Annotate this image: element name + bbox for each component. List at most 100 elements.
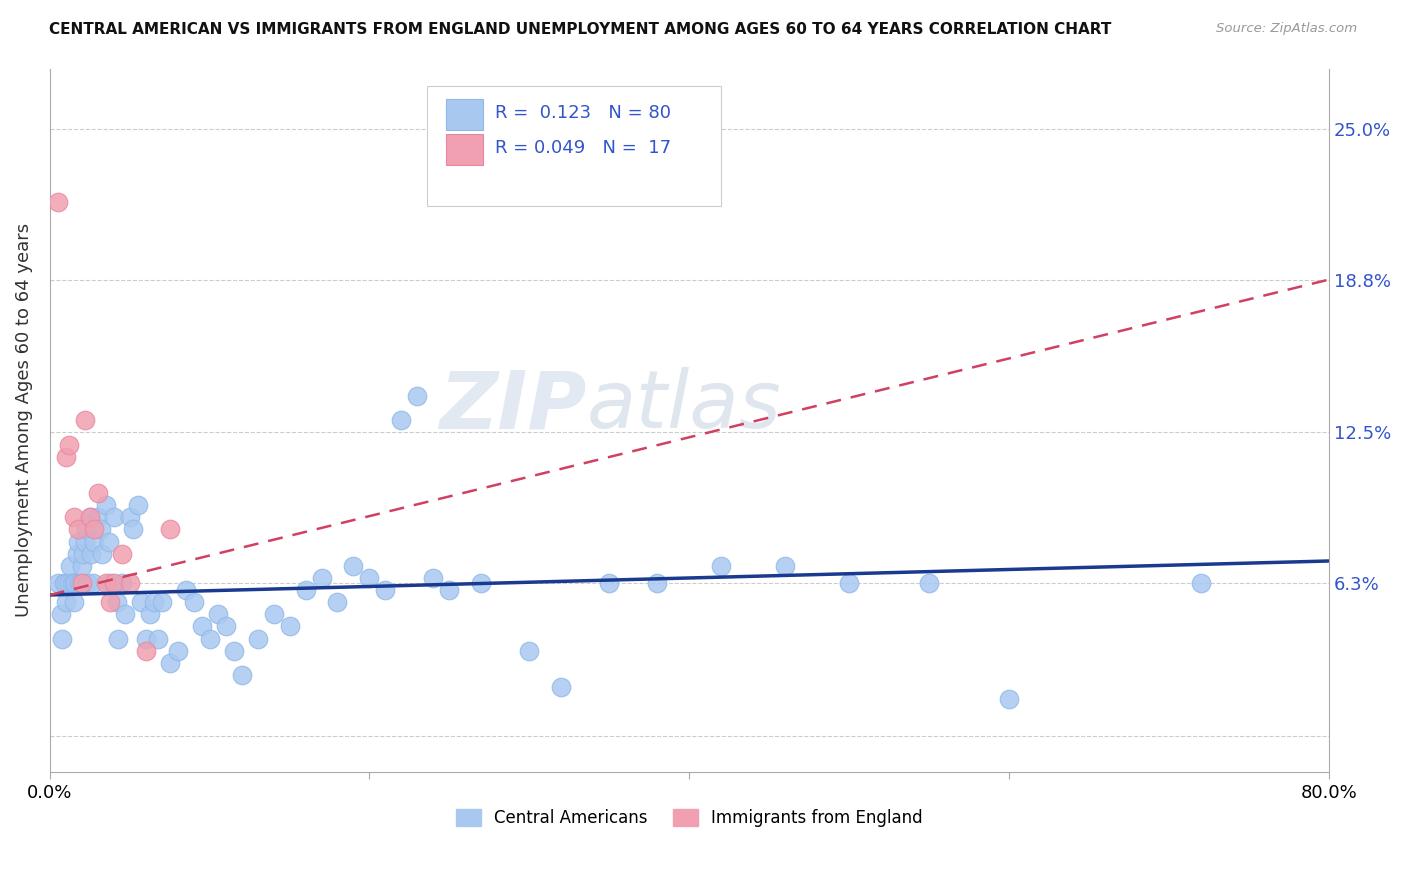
Point (135, 632, 157, 646)
Point (139, 607, 162, 622)
Point (150, 595, 173, 609)
Point (174, 583, 197, 598)
Point (121, 523, 143, 537)
Point (77, 575, 100, 590)
Point (67, 534, 90, 549)
FancyBboxPatch shape (427, 87, 721, 206)
Point (83, 534, 105, 549)
Point (207, 607, 229, 622)
Point (67, 575, 90, 590)
Point (127, 498, 149, 512)
Point (94, 575, 117, 590)
Point (66, 547, 89, 561)
Point (359, 571, 381, 585)
Point (70, 575, 93, 590)
Point (135, 644, 157, 658)
Point (294, 583, 316, 598)
Point (49, 607, 72, 622)
Point (222, 644, 245, 658)
Point (82, 575, 104, 590)
Text: atlas: atlas (586, 368, 782, 445)
Point (838, 575, 860, 590)
Text: R =  0.123   N = 80: R = 0.123 N = 80 (495, 103, 671, 122)
Point (311, 571, 333, 585)
Point (72, 547, 94, 561)
Point (97, 534, 120, 549)
Point (159, 656, 181, 670)
Text: R = 0.049   N =  17: R = 0.049 N = 17 (495, 139, 671, 157)
Point (183, 595, 205, 609)
Point (148, 632, 170, 646)
Point (86, 486, 108, 500)
Point (70, 575, 93, 590)
Text: CENTRAL AMERICAN VS IMMIGRANTS FROM ENGLAND UNEMPLOYMENT AMONG AGES 60 TO 64 YEA: CENTRAL AMERICAN VS IMMIGRANTS FROM ENGL… (49, 22, 1112, 37)
FancyBboxPatch shape (446, 99, 484, 129)
Point (107, 632, 129, 646)
Point (263, 607, 285, 622)
Point (65, 575, 87, 590)
Point (51, 632, 73, 646)
Point (100, 595, 122, 609)
Point (75, 523, 97, 537)
Point (55, 595, 77, 609)
Point (80, 547, 103, 561)
Point (83, 523, 105, 537)
Point (710, 558, 733, 573)
Point (326, 595, 349, 609)
Point (62, 575, 84, 590)
Point (73, 534, 96, 549)
Point (142, 595, 165, 609)
Point (998, 692, 1021, 706)
Point (53, 575, 76, 590)
Point (67, 523, 90, 537)
Point (439, 583, 461, 598)
Point (391, 413, 413, 427)
Point (59, 558, 82, 573)
Legend: Central Americans, Immigrants from England: Central Americans, Immigrants from Engla… (449, 803, 929, 834)
Point (374, 583, 396, 598)
Point (422, 571, 444, 585)
Point (90, 523, 112, 537)
Point (519, 644, 541, 658)
Point (55, 575, 77, 590)
Point (91, 547, 114, 561)
Point (60, 575, 83, 590)
Point (214, 619, 236, 633)
Point (1189, 575, 1212, 590)
Point (118, 575, 141, 590)
Point (645, 575, 668, 590)
Point (62, 510, 84, 524)
Point (111, 547, 134, 561)
Point (105, 595, 128, 609)
Point (470, 575, 492, 590)
Point (79, 510, 101, 524)
Point (598, 575, 620, 590)
Point (118, 510, 141, 524)
Point (114, 607, 136, 622)
Point (342, 558, 364, 573)
Point (406, 389, 429, 403)
Point (58, 575, 80, 590)
Point (58, 437, 80, 451)
Y-axis label: Unemployment Among Ages 60 to 64 years: Unemployment Among Ages 60 to 64 years (15, 223, 32, 617)
Text: Source: ZipAtlas.com: Source: ZipAtlas.com (1216, 22, 1357, 36)
Point (159, 523, 181, 537)
Point (100, 575, 122, 590)
Point (103, 575, 125, 590)
Text: ZIP: ZIP (440, 368, 586, 445)
Point (46, 194, 69, 209)
Point (550, 680, 572, 694)
Point (198, 632, 221, 646)
Point (86, 510, 108, 524)
Point (70, 558, 93, 573)
Point (79, 510, 101, 524)
Point (773, 558, 796, 573)
Point (918, 575, 941, 590)
Point (129, 595, 152, 609)
Point (166, 644, 188, 658)
Point (94, 498, 117, 512)
Point (246, 632, 269, 646)
Point (62, 595, 84, 609)
Point (69, 575, 91, 590)
Point (73, 413, 96, 427)
